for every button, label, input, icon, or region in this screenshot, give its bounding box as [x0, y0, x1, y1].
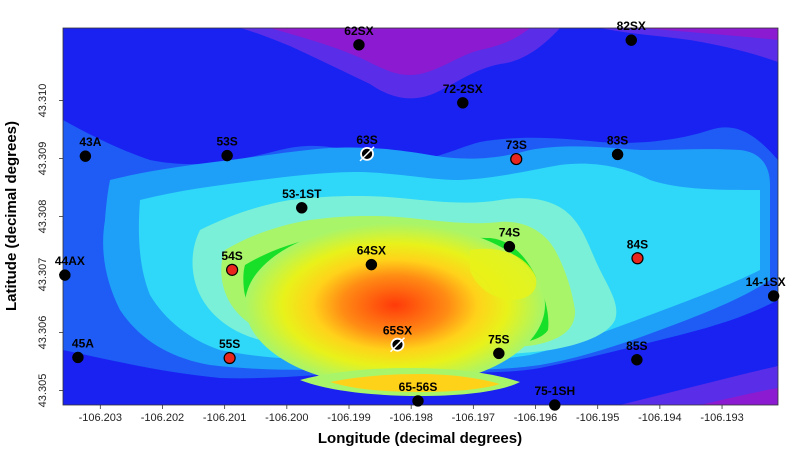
x-tick-label: -106.196 — [514, 412, 557, 424]
well-marker — [412, 395, 424, 407]
x-tick-label: -106.203 — [79, 412, 122, 424]
x-tick-label: -106.194 — [638, 412, 681, 424]
y-axis-title: Latitude (decimal degrees) — [3, 121, 20, 311]
well-marker — [226, 263, 239, 276]
well-label: 64SX — [357, 244, 386, 258]
well-55s: 55S — [219, 337, 240, 365]
well-label: 75S — [488, 332, 509, 346]
well-73s: 73S — [506, 138, 527, 166]
y-tick-label: 43.305 — [37, 374, 49, 408]
well-label: 62SX — [344, 24, 373, 38]
well-marker — [767, 290, 780, 302]
well-65-56s: 65-56S — [399, 380, 438, 407]
y-tick-label: 43.309 — [37, 142, 49, 176]
well-label: 65-56S — [399, 380, 438, 394]
well-marker — [611, 148, 624, 161]
well-84s: 84S — [627, 237, 648, 265]
well-marker — [223, 351, 236, 365]
well-markers: 62SX 82SX 72-2SX 43A 53S 63S 73S 83S 53-1ST 74S 54… — [55, 19, 786, 411]
well-label: 54S — [221, 249, 242, 263]
well-85s: 85S — [626, 339, 648, 366]
well-marker — [503, 240, 516, 253]
well-62sx: 62SX — [344, 24, 374, 51]
y-tick-label: 43.308 — [37, 200, 49, 234]
well-54s: 54S — [221, 249, 243, 276]
x-tick-label: -106.199 — [327, 412, 370, 424]
well-marker — [295, 202, 308, 214]
x-tick-label: -106.198 — [389, 412, 432, 424]
well-marker — [365, 258, 378, 271]
well-72-2sx: 72-2SX — [443, 82, 483, 109]
well-marker — [549, 399, 561, 411]
y-tick-label: 43.310 — [37, 84, 49, 118]
well-75s: 75S — [488, 332, 510, 360]
well-label: 55S — [219, 337, 240, 351]
well-label: 63S — [356, 133, 377, 147]
well-marker — [493, 347, 505, 360]
x-tick-label: -106.197 — [452, 412, 495, 424]
well-marker — [353, 39, 365, 51]
well-marker — [72, 351, 84, 364]
well-label: 43A — [79, 135, 101, 149]
well-label: 45A — [72, 336, 94, 350]
well-label: 83S — [607, 133, 628, 147]
x-tick-label: -106.193 — [700, 412, 743, 424]
well-marker — [79, 150, 92, 162]
well-label: 72-2SX — [443, 82, 483, 96]
well-label: 53-1ST — [282, 187, 322, 201]
well-83s: 83S — [607, 133, 628, 161]
x-tick-label: -106.195 — [576, 412, 619, 424]
well-label: 65SX — [383, 324, 412, 338]
well-label: 73S — [506, 138, 527, 152]
well-marker — [631, 354, 643, 366]
well-45a: 45A — [72, 336, 94, 364]
x-tick-label: -106.200 — [265, 412, 308, 424]
well-marker — [510, 152, 523, 166]
well-marker — [59, 269, 71, 281]
x-axis-title: Longitude (decimal degrees) — [318, 430, 522, 447]
well-marker — [625, 34, 638, 46]
well-marker — [221, 149, 233, 162]
well-53s: 53S — [216, 135, 238, 162]
well-label: 85S — [626, 339, 647, 353]
well-label: 82SX — [617, 19, 646, 33]
contour-fill — [63, 28, 778, 405]
well-63s: 63S — [356, 133, 378, 162]
well-label: 53S — [216, 135, 237, 149]
well-64sx: 64SX — [357, 244, 386, 271]
x-tick-label: -106.201 — [203, 412, 246, 424]
well-44ax: 44AX — [55, 254, 85, 281]
x-tick-label: -106.202 — [141, 412, 184, 424]
well-14-1sx: 14-1SX — [746, 275, 786, 302]
well-label: 74S — [499, 226, 520, 240]
well-65sx: 65SX — [383, 324, 412, 353]
x-axis-ticks: -106.203 -106.202 -106.201 -106.200 -106.199… — [79, 405, 744, 424]
well-slash-mark — [389, 337, 406, 353]
well-53-1st: 53-1ST — [282, 187, 322, 214]
well-43a: 43A — [79, 135, 102, 162]
well-82sx: 82SX — [617, 19, 646, 46]
well-label: 44AX — [55, 254, 85, 268]
well-label: 14-1SX — [746, 275, 786, 289]
well-75-1sh: 75-1SH — [534, 384, 575, 411]
well-marker — [457, 97, 469, 109]
y-axis-ticks: 43.305 43.306 43.307 43.308 43.309 43.310 — [37, 84, 63, 408]
well-marker — [631, 252, 644, 265]
well-label: 84S — [627, 237, 648, 251]
well-slash-mark — [359, 146, 375, 162]
well-74s: 74S — [499, 226, 520, 253]
y-tick-label: 43.307 — [37, 258, 49, 292]
y-tick-label: 43.306 — [37, 316, 49, 350]
well-label: 75-1SH — [534, 384, 575, 398]
